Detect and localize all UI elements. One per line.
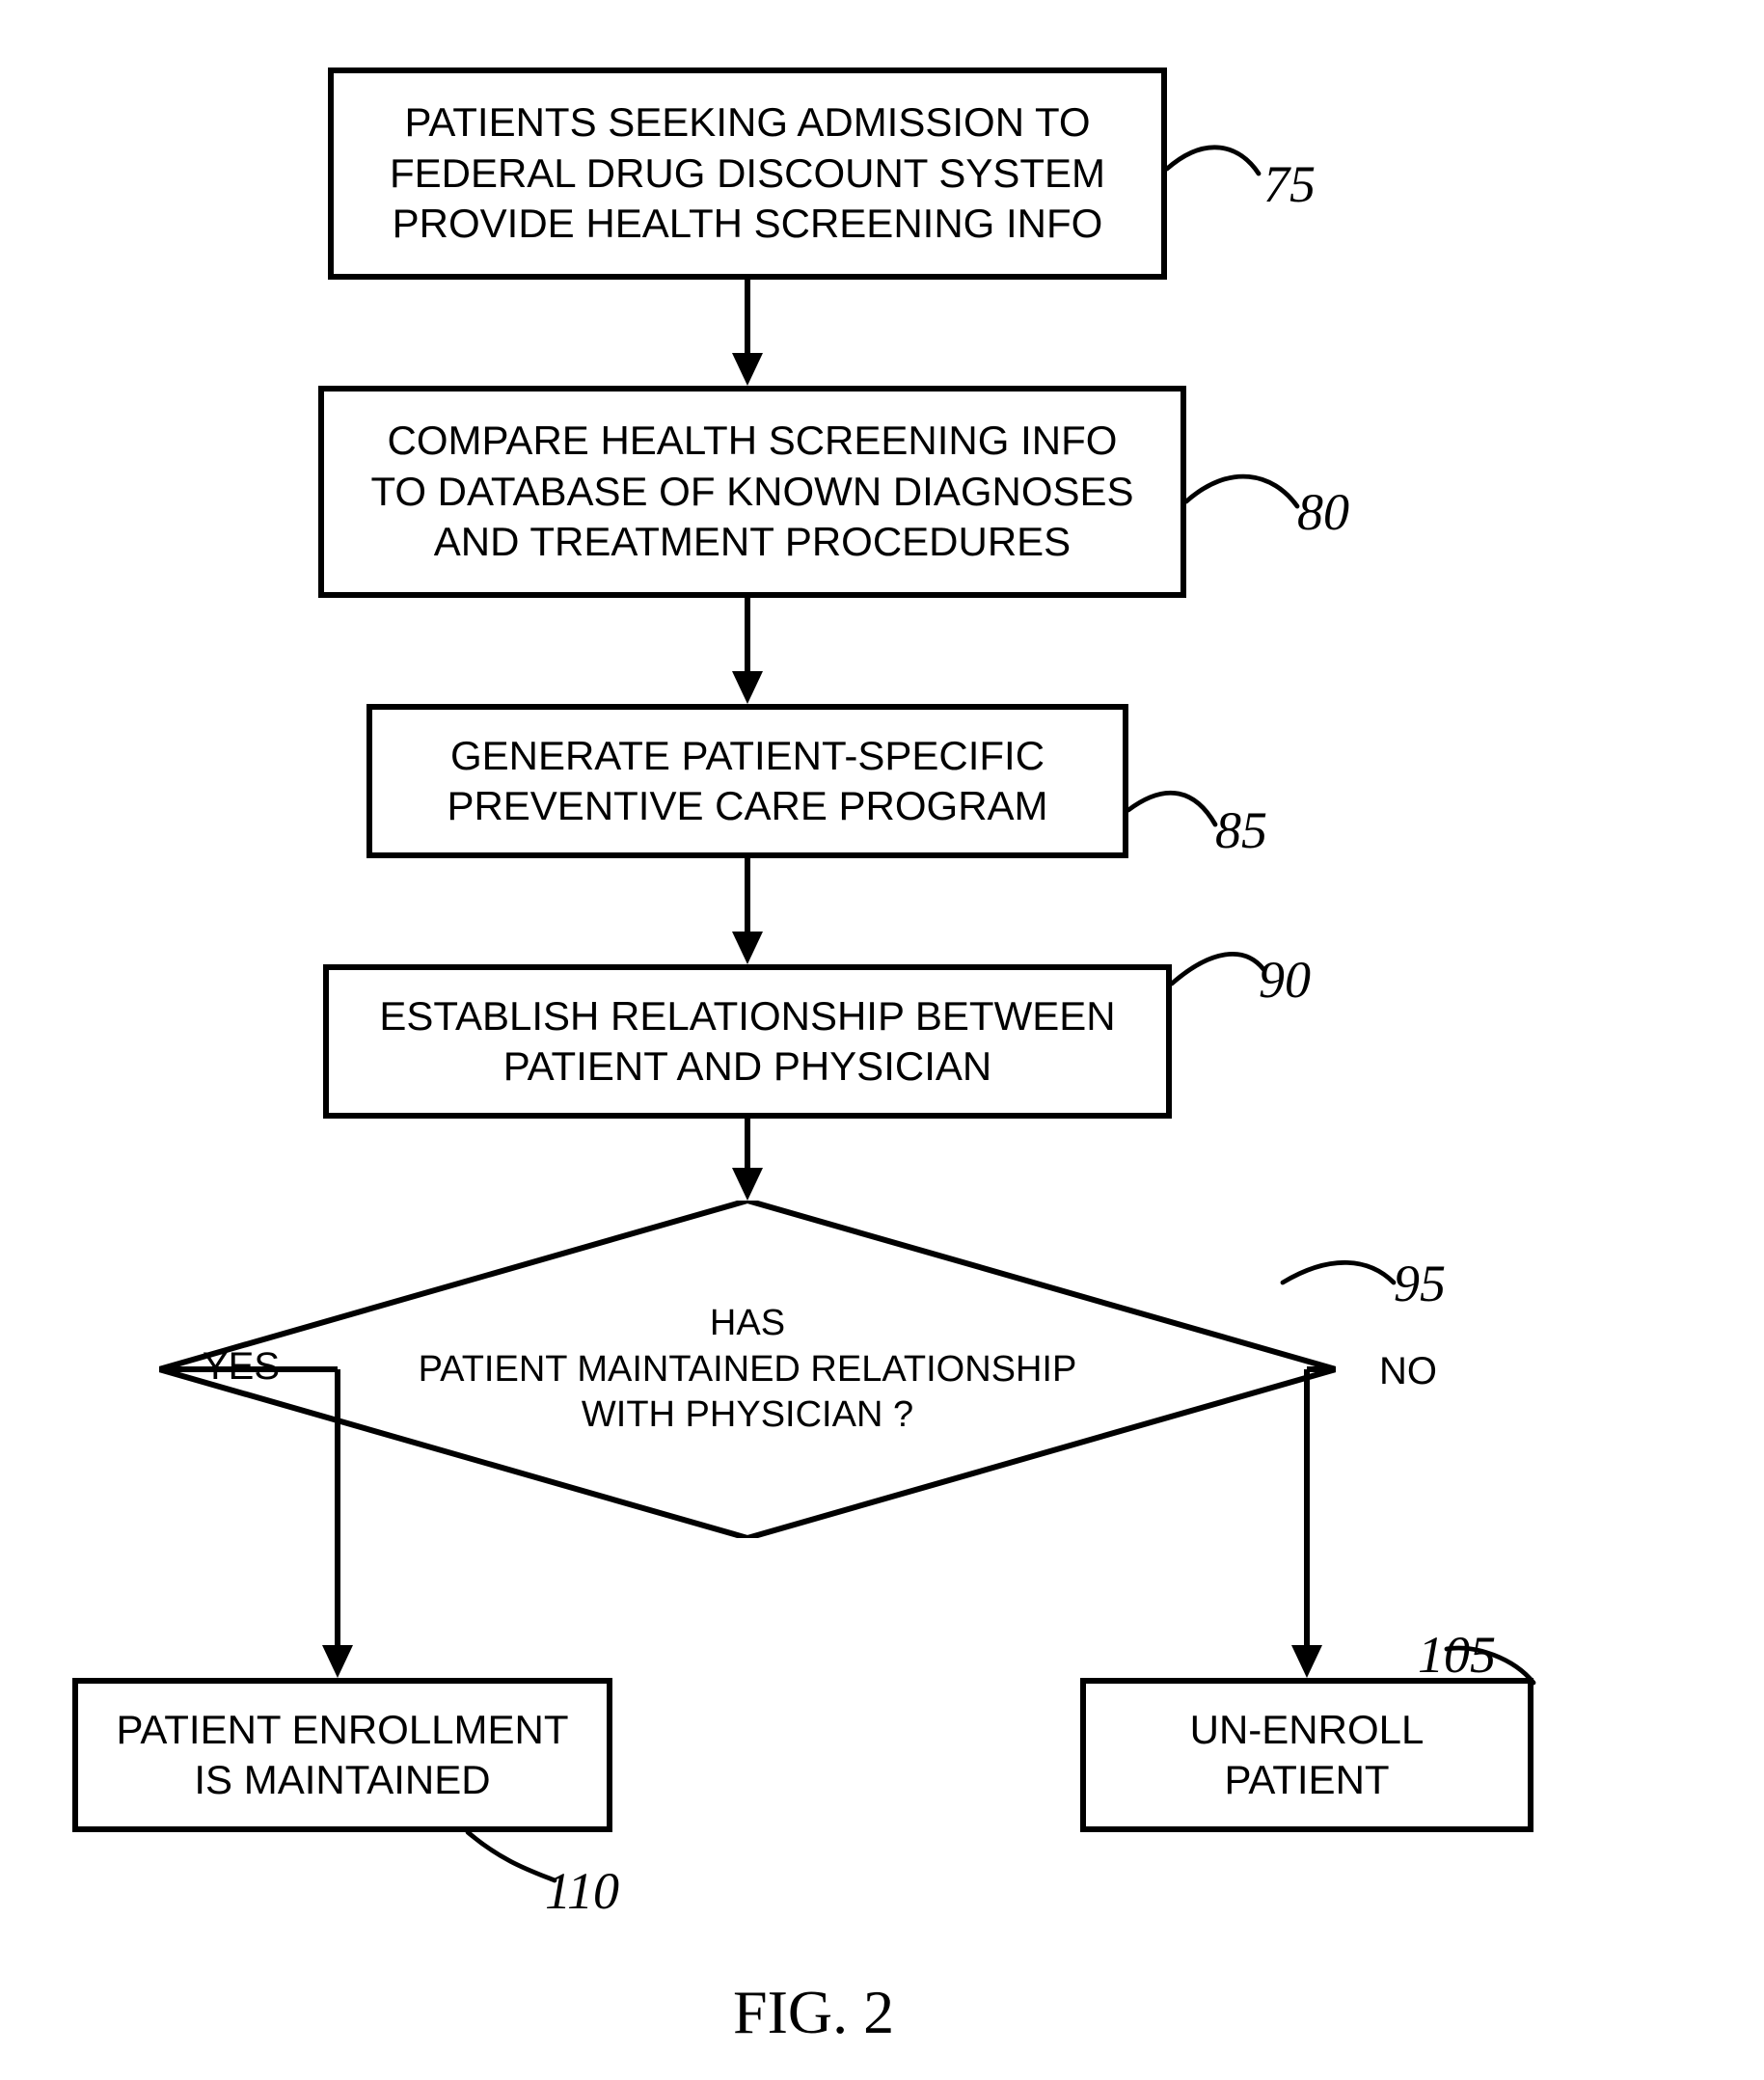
ref-label-105: 105: [1418, 1625, 1496, 1685]
figure-caption: FIG. 2: [733, 1977, 894, 2048]
process-box-80: COMPARE HEALTH SCREENING INFO TO DATABAS…: [318, 386, 1186, 598]
ref-label-85: 85: [1215, 800, 1267, 860]
process-text: PATIENT ENROLLMENT IS MAINTAINED: [116, 1705, 568, 1806]
process-box-85: GENERATE PATIENT-SPECIFIC PREVENTIVE CAR…: [366, 704, 1128, 858]
process-text: UN-ENROLL PATIENT: [1190, 1705, 1425, 1806]
flowchart-canvas: PATIENTS SEEKING ADMISSION TO FEDERAL DR…: [0, 0, 1764, 2080]
process-text: PATIENTS SEEKING ADMISSION TO FEDERAL DR…: [390, 97, 1105, 250]
ref-label-95: 95: [1394, 1254, 1446, 1313]
edge-label-yes: YES: [203, 1345, 280, 1389]
process-box-110: PATIENT ENROLLMENT IS MAINTAINED: [72, 1678, 612, 1832]
ref-label-110: 110: [545, 1861, 619, 1921]
ref-label-75: 75: [1263, 154, 1316, 214]
edge-label-no: NO: [1379, 1350, 1437, 1393]
decision-diamond-95: HAS PATIENT MAINTAINED RELATIONSHIP WITH…: [159, 1201, 1336, 1538]
process-box-75: PATIENTS SEEKING ADMISSION TO FEDERAL DR…: [328, 68, 1167, 280]
decision-text: HAS PATIENT MAINTAINED RELATIONSHIP WITH…: [419, 1301, 1077, 1439]
process-text: GENERATE PATIENT-SPECIFIC PREVENTIVE CAR…: [447, 731, 1047, 832]
process-box-105: UN-ENROLL PATIENT: [1080, 1678, 1533, 1832]
process-text: ESTABLISH RELATIONSHIP BETWEEN PATIENT A…: [379, 991, 1115, 1093]
ref-label-80: 80: [1297, 482, 1349, 542]
process-box-90: ESTABLISH RELATIONSHIP BETWEEN PATIENT A…: [323, 964, 1172, 1119]
process-text: COMPARE HEALTH SCREENING INFO TO DATABAS…: [370, 416, 1133, 568]
ref-label-90: 90: [1259, 950, 1311, 1010]
